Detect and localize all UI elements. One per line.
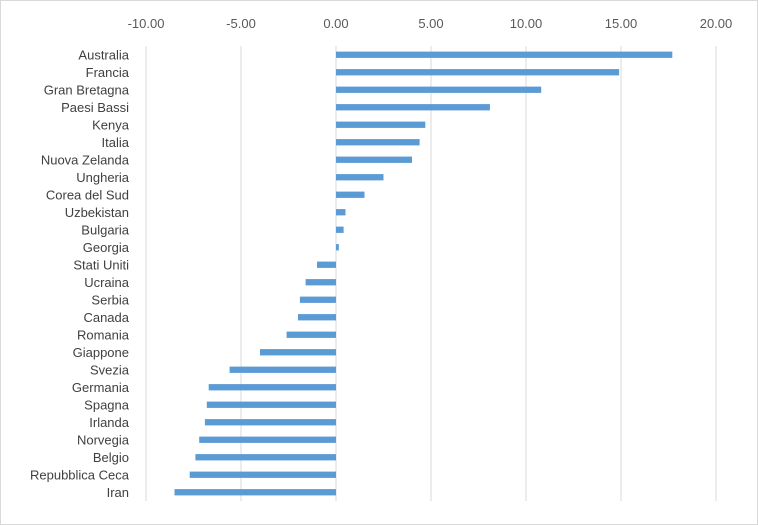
bar bbox=[199, 436, 336, 443]
category-label: Bulgaria bbox=[81, 222, 129, 237]
category-label: Svezia bbox=[90, 362, 130, 377]
bar bbox=[336, 121, 426, 128]
category-label: Nuova Zelanda bbox=[41, 152, 130, 167]
bar bbox=[286, 331, 336, 338]
category-label: Australia bbox=[78, 47, 129, 62]
bar bbox=[189, 471, 336, 478]
bar bbox=[208, 384, 336, 391]
category-label: Serbia bbox=[91, 292, 129, 307]
bar bbox=[336, 226, 344, 233]
category-label: Canada bbox=[83, 310, 129, 325]
bar bbox=[336, 139, 420, 146]
bar bbox=[229, 366, 336, 373]
bar bbox=[174, 489, 336, 496]
category-label: Ucraina bbox=[84, 275, 130, 290]
x-tick-label: 0.00 bbox=[323, 16, 348, 31]
category-label: Repubblica Ceca bbox=[30, 467, 130, 482]
category-label: Paesi Bassi bbox=[61, 100, 129, 115]
category-label: Georgia bbox=[83, 240, 130, 255]
category-label: Francia bbox=[86, 65, 130, 80]
bar bbox=[336, 51, 673, 58]
bar bbox=[336, 244, 339, 251]
category-label: Gran Bretagna bbox=[44, 82, 130, 97]
category-label: Norvegia bbox=[77, 432, 130, 447]
bar bbox=[336, 191, 365, 198]
category-label: Corea del Sud bbox=[46, 187, 129, 202]
bar bbox=[336, 174, 384, 181]
bar bbox=[336, 86, 542, 93]
category-label: Italia bbox=[102, 135, 130, 150]
x-tick-label: 5.00 bbox=[418, 16, 443, 31]
category-label: Uzbekistan bbox=[65, 205, 129, 220]
bar bbox=[336, 156, 412, 163]
category-label: Stati Uniti bbox=[73, 257, 129, 272]
x-tick-label: 10.00 bbox=[510, 16, 543, 31]
bar bbox=[260, 349, 336, 356]
bar bbox=[206, 401, 336, 408]
category-label: Germania bbox=[72, 380, 130, 395]
bar bbox=[336, 69, 620, 76]
x-tick-label: -5.00 bbox=[226, 16, 256, 31]
category-label: Belgio bbox=[93, 450, 129, 465]
bar bbox=[298, 314, 336, 321]
category-label: Kenya bbox=[92, 117, 130, 132]
category-label: Romania bbox=[77, 327, 130, 342]
category-label: Spagna bbox=[84, 397, 130, 412]
bar bbox=[195, 454, 336, 461]
bar bbox=[299, 296, 336, 303]
bar bbox=[336, 209, 346, 216]
bar bbox=[305, 279, 336, 286]
category-label: Giappone bbox=[73, 345, 129, 360]
x-tick-label: 20.00 bbox=[700, 16, 733, 31]
bar bbox=[336, 104, 490, 111]
category-label: Ungheria bbox=[76, 170, 130, 185]
bar bbox=[204, 419, 336, 426]
category-label: Irlanda bbox=[89, 415, 130, 430]
bar bbox=[317, 261, 336, 268]
category-label: Iran bbox=[107, 485, 129, 500]
x-tick-label: -10.00 bbox=[128, 16, 165, 31]
x-tick-label: 15.00 bbox=[605, 16, 638, 31]
